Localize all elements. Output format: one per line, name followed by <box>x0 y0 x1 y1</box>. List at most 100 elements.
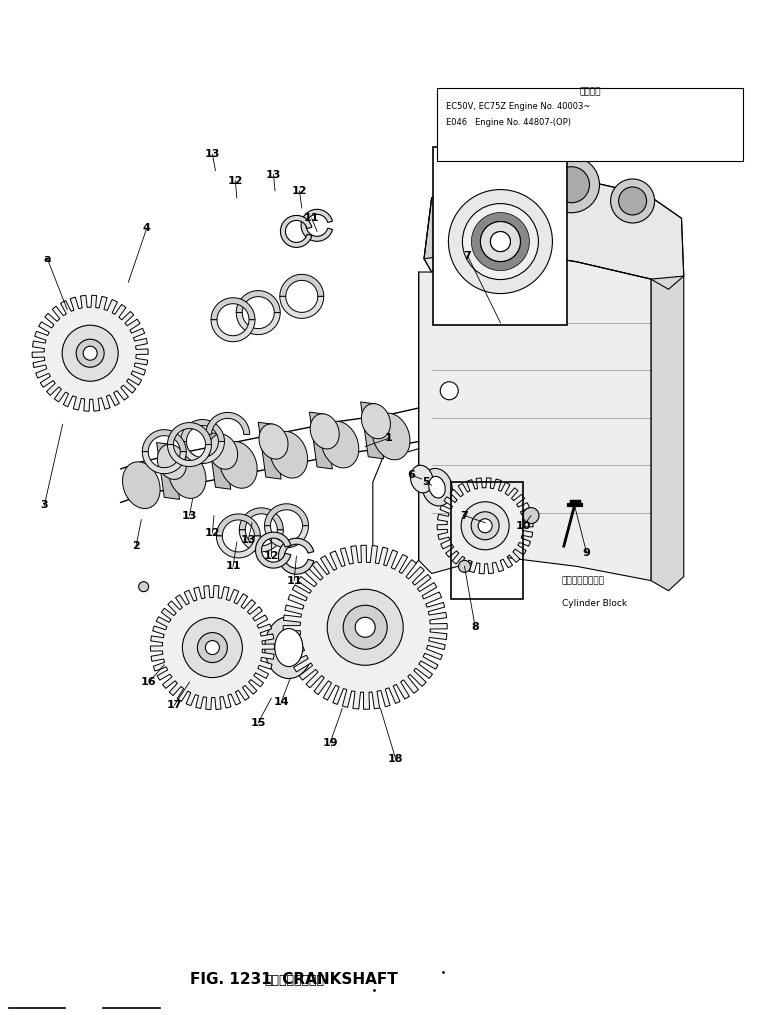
Text: 8: 8 <box>471 622 479 632</box>
Ellipse shape <box>321 421 359 468</box>
Polygon shape <box>424 167 495 259</box>
Circle shape <box>490 231 510 252</box>
Bar <box>451 482 523 599</box>
Text: 7: 7 <box>464 251 471 261</box>
Ellipse shape <box>361 404 390 438</box>
Polygon shape <box>280 215 312 248</box>
Polygon shape <box>651 276 684 591</box>
Text: 12: 12 <box>264 551 279 561</box>
Circle shape <box>343 605 387 650</box>
Polygon shape <box>236 313 280 335</box>
Circle shape <box>83 346 97 360</box>
Polygon shape <box>471 212 529 271</box>
Circle shape <box>183 617 242 678</box>
Text: 7: 7 <box>461 511 468 521</box>
Polygon shape <box>424 167 684 289</box>
Text: 4: 4 <box>143 223 151 233</box>
Polygon shape <box>211 320 255 342</box>
Polygon shape <box>142 452 186 474</box>
Circle shape <box>327 590 403 665</box>
Circle shape <box>490 231 510 252</box>
Ellipse shape <box>270 431 308 478</box>
Polygon shape <box>239 508 283 530</box>
Circle shape <box>481 221 520 262</box>
Polygon shape <box>419 249 651 581</box>
Polygon shape <box>361 402 384 459</box>
Text: シリンダブロック: シリンダブロック <box>562 577 604 586</box>
Ellipse shape <box>122 462 160 509</box>
Bar <box>433 147 567 325</box>
Polygon shape <box>264 503 309 526</box>
Polygon shape <box>151 586 274 709</box>
Circle shape <box>619 187 646 215</box>
Text: 12: 12 <box>292 186 307 196</box>
Ellipse shape <box>372 413 410 460</box>
Polygon shape <box>32 295 148 411</box>
Circle shape <box>461 501 509 550</box>
Bar <box>437 88 743 161</box>
Circle shape <box>471 512 499 540</box>
Ellipse shape <box>209 434 238 469</box>
Text: FIG. 1231  CRANKSHAFT: FIG. 1231 CRANKSHAFT <box>190 972 398 988</box>
Text: Cylinder Block: Cylinder Block <box>562 599 626 608</box>
Polygon shape <box>437 478 533 573</box>
Text: 12: 12 <box>205 528 220 538</box>
Circle shape <box>138 582 149 592</box>
Ellipse shape <box>219 442 257 488</box>
Polygon shape <box>216 514 261 536</box>
Text: 1: 1 <box>384 433 392 444</box>
Circle shape <box>448 190 552 293</box>
Ellipse shape <box>168 452 206 498</box>
Ellipse shape <box>157 445 186 479</box>
Polygon shape <box>167 445 212 467</box>
Polygon shape <box>236 290 280 313</box>
Text: 9: 9 <box>583 548 591 558</box>
Polygon shape <box>216 536 261 558</box>
Polygon shape <box>206 412 250 434</box>
Text: E046   Engine No. 44807-(OP): E046 Engine No. 44807-(OP) <box>446 118 571 127</box>
Text: 15: 15 <box>251 718 266 728</box>
Text: 17: 17 <box>167 700 182 710</box>
Text: 18: 18 <box>388 754 403 764</box>
Polygon shape <box>208 432 231 489</box>
Circle shape <box>481 221 520 262</box>
Text: 10: 10 <box>516 521 531 531</box>
Polygon shape <box>309 412 332 469</box>
Circle shape <box>76 339 104 367</box>
Ellipse shape <box>429 476 445 498</box>
Text: 19: 19 <box>322 738 338 748</box>
Circle shape <box>485 170 542 226</box>
Polygon shape <box>167 422 212 445</box>
Text: クランクシャフト: クランクシャフト <box>264 973 324 987</box>
Polygon shape <box>283 545 447 709</box>
Ellipse shape <box>310 414 339 449</box>
Polygon shape <box>280 296 324 319</box>
Polygon shape <box>180 419 225 442</box>
Ellipse shape <box>422 469 452 505</box>
Circle shape <box>62 325 118 382</box>
Polygon shape <box>264 526 309 548</box>
Text: 5: 5 <box>422 477 430 487</box>
Text: 16: 16 <box>141 677 157 687</box>
Text: 11: 11 <box>304 213 319 223</box>
Text: 14: 14 <box>274 697 289 707</box>
Text: 13: 13 <box>241 535 256 545</box>
Circle shape <box>543 156 600 213</box>
Ellipse shape <box>410 465 433 493</box>
Polygon shape <box>211 297 255 320</box>
Circle shape <box>462 204 539 279</box>
Circle shape <box>197 632 228 663</box>
Text: 11: 11 <box>286 576 302 586</box>
Circle shape <box>206 640 219 655</box>
Text: 13: 13 <box>182 511 197 521</box>
Text: 13: 13 <box>266 170 281 180</box>
Ellipse shape <box>259 424 288 459</box>
Text: 13: 13 <box>205 149 220 159</box>
Text: 6: 6 <box>407 470 415 480</box>
Circle shape <box>553 166 590 203</box>
Circle shape <box>495 180 532 216</box>
Polygon shape <box>180 442 225 464</box>
Text: 12: 12 <box>228 176 243 186</box>
Polygon shape <box>258 422 281 479</box>
Ellipse shape <box>265 616 312 679</box>
